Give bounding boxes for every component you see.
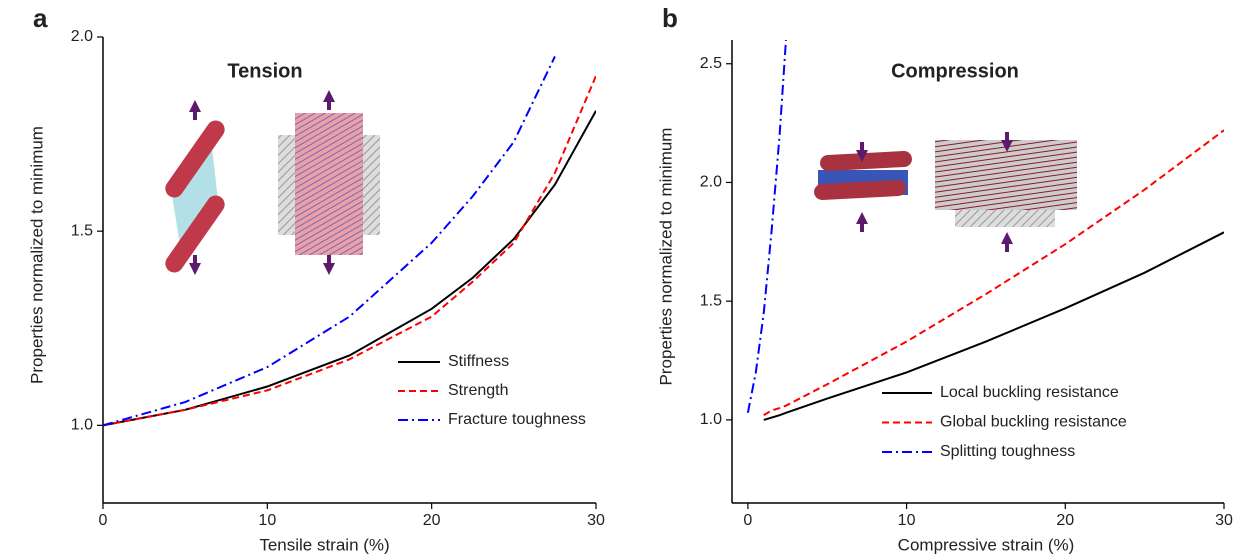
annotation: Tension <box>227 60 302 82</box>
y-tick-label: 1.5 <box>71 222 93 239</box>
annotation: Compression <box>891 60 1019 82</box>
y-axis-label: Properties normalized to minimum <box>656 128 675 386</box>
y-tick-label: 1.0 <box>700 411 722 428</box>
panel-label: a <box>33 3 48 33</box>
legend-label: Strength <box>448 382 508 399</box>
y-axis-label: Properties normalized to minimum <box>27 126 46 384</box>
x-tick-label: 0 <box>99 512 108 529</box>
tension-inset <box>165 90 380 275</box>
y-tick-label: 1.5 <box>700 292 722 309</box>
data-line <box>763 129 1224 417</box>
x-tick-label: 0 <box>743 512 752 529</box>
x-axis-label: Compressive strain (%) <box>898 535 1075 554</box>
data-line <box>746 40 787 413</box>
data-line <box>103 75 596 427</box>
y-tick-label: 1.0 <box>71 417 93 434</box>
data-line <box>103 55 556 427</box>
x-tick-label: 30 <box>587 512 605 529</box>
x-tick-label: 20 <box>1056 512 1074 529</box>
x-tick-label: 30 <box>1215 512 1233 529</box>
legend-label: Global buckling resistance <box>940 414 1127 431</box>
panel-label: b <box>662 3 678 33</box>
legend-label: Splitting toughness <box>940 443 1075 460</box>
x-tick-label: 10 <box>898 512 916 529</box>
y-tick-label: 2.5 <box>700 55 722 72</box>
data-line <box>103 110 596 427</box>
compression-inset <box>814 132 1077 252</box>
x-tick-label: 20 <box>423 512 441 529</box>
legend-label: Local buckling resistance <box>940 384 1119 401</box>
y-tick-label: 2.0 <box>700 174 722 191</box>
x-tick-label: 10 <box>258 512 276 529</box>
legend-label: Stiffness <box>448 353 509 370</box>
y-tick-label: 2.0 <box>71 28 93 45</box>
legend-label: Fracture toughness <box>448 411 586 428</box>
data-line <box>763 231 1224 421</box>
x-axis-label: Tensile strain (%) <box>259 535 389 554</box>
